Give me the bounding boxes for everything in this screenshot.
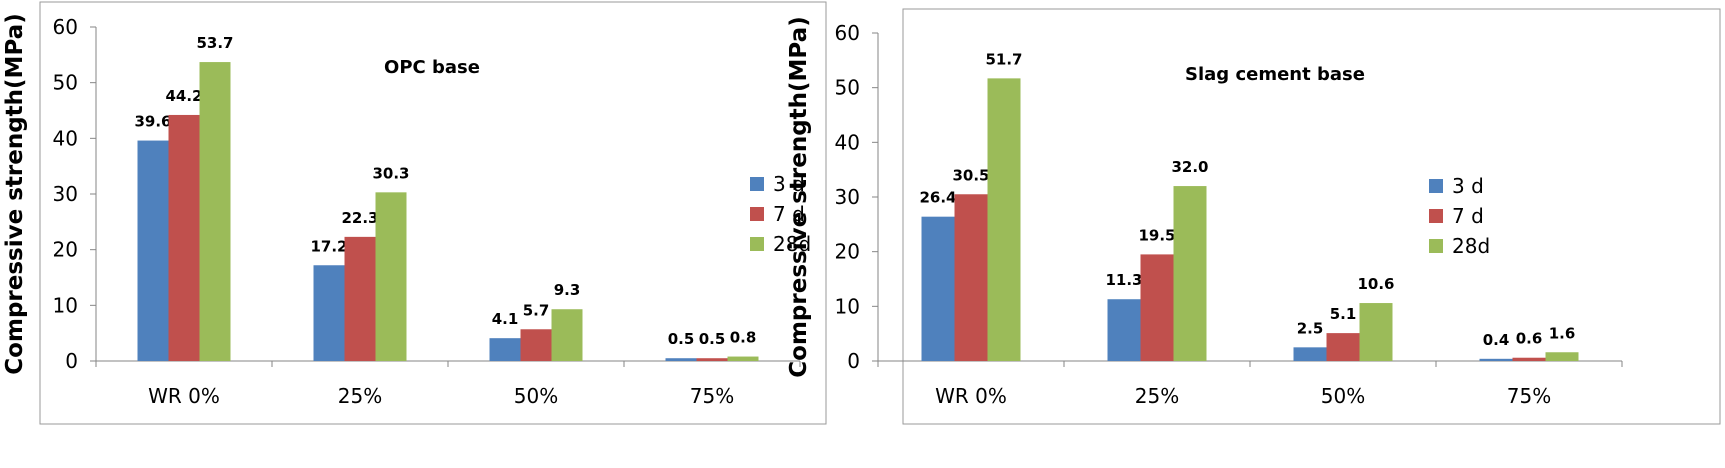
y-tick-label: 50 bbox=[53, 71, 78, 95]
data-label: 53.7 bbox=[196, 34, 233, 52]
data-label: 5.7 bbox=[523, 301, 550, 319]
data-label: 19.5 bbox=[1138, 226, 1175, 244]
y-tick-label: 20 bbox=[835, 240, 860, 264]
data-label: 0.5 bbox=[699, 330, 726, 348]
chart-title: OPC base bbox=[384, 57, 480, 78]
y-tick-label: 10 bbox=[53, 293, 78, 317]
bar bbox=[987, 78, 1021, 361]
y-tick-label: 30 bbox=[835, 185, 860, 209]
bar bbox=[137, 140, 169, 361]
y-tick-label: 20 bbox=[53, 238, 78, 262]
bar bbox=[168, 114, 200, 361]
y-tick-label: 30 bbox=[53, 182, 78, 206]
data-label: 10.6 bbox=[1357, 275, 1394, 293]
x-tick-label: 25% bbox=[1135, 384, 1179, 408]
data-label: 30.5 bbox=[952, 166, 989, 184]
data-label: 11.3 bbox=[1105, 271, 1142, 289]
legend-label: 7 d bbox=[1452, 204, 1484, 228]
x-tick-label: 50% bbox=[514, 384, 558, 408]
legend-label: 7 d bbox=[773, 202, 805, 226]
data-label: 22.3 bbox=[341, 209, 378, 227]
bar bbox=[313, 265, 345, 361]
data-label: 39.6 bbox=[134, 113, 171, 131]
data-label: 2.5 bbox=[1297, 319, 1324, 337]
data-label: 32.0 bbox=[1171, 158, 1208, 176]
data-label: 4.1 bbox=[492, 310, 519, 328]
data-label: 30.3 bbox=[372, 164, 409, 182]
bar bbox=[199, 62, 231, 361]
bar bbox=[1107, 299, 1141, 361]
x-tick-label: 75% bbox=[1507, 384, 1551, 408]
y-tick-label: 60 bbox=[53, 15, 78, 39]
x-tick-label: WR 0% bbox=[935, 384, 1007, 408]
data-label: 17.2 bbox=[310, 237, 347, 255]
legend-swatch bbox=[750, 177, 764, 191]
data-label: 0.4 bbox=[1483, 331, 1510, 349]
bar bbox=[727, 356, 759, 361]
bar bbox=[1545, 352, 1579, 361]
y-tick-label: 0 bbox=[847, 349, 860, 373]
bar bbox=[1293, 347, 1327, 361]
data-label: 0.6 bbox=[1516, 330, 1543, 348]
data-label: 5.1 bbox=[1330, 305, 1357, 323]
legend-swatch bbox=[750, 207, 764, 221]
legend-label: 3 d bbox=[1452, 174, 1484, 198]
bar bbox=[921, 216, 955, 361]
x-tick-label: 25% bbox=[338, 384, 382, 408]
bar bbox=[1140, 254, 1174, 361]
y-tick-label: 0 bbox=[65, 349, 78, 373]
bar bbox=[1326, 333, 1360, 361]
legend-label: 3 d bbox=[773, 172, 805, 196]
legend-swatch bbox=[1429, 209, 1443, 223]
legend-swatch bbox=[1429, 179, 1443, 193]
bar bbox=[1173, 186, 1207, 361]
data-label: 1.6 bbox=[1549, 324, 1576, 342]
x-tick-label: 75% bbox=[690, 384, 734, 408]
data-label: 0.8 bbox=[730, 329, 757, 347]
data-label: 26.4 bbox=[919, 189, 956, 207]
y-tick-label: 40 bbox=[53, 126, 78, 150]
chart-title: Slag cement base bbox=[1185, 64, 1365, 85]
legend-swatch bbox=[750, 237, 764, 251]
data-label: 9.3 bbox=[554, 281, 581, 299]
x-tick-label: 50% bbox=[1321, 384, 1365, 408]
legend-swatch bbox=[1429, 239, 1443, 253]
bar bbox=[344, 236, 376, 361]
y-axis-title: Compressive strength(MPa) bbox=[786, 16, 812, 377]
data-label: 51.7 bbox=[985, 50, 1022, 68]
bar bbox=[1479, 358, 1513, 361]
y-tick-label: 50 bbox=[835, 76, 860, 100]
bar bbox=[375, 192, 407, 361]
y-tick-label: 40 bbox=[835, 130, 860, 154]
y-tick-label: 60 bbox=[835, 21, 860, 45]
bar bbox=[954, 194, 988, 361]
bar bbox=[1512, 357, 1546, 361]
y-axis-title: Compressive strength(MPa) bbox=[2, 13, 28, 374]
y-tick-label: 10 bbox=[835, 294, 860, 318]
bar bbox=[520, 329, 552, 361]
bar bbox=[1359, 303, 1393, 361]
data-label: 44.2 bbox=[165, 87, 202, 105]
bar bbox=[489, 338, 521, 361]
bar bbox=[665, 358, 697, 361]
bar bbox=[696, 358, 728, 361]
x-tick-label: WR 0% bbox=[148, 384, 220, 408]
data-label: 0.5 bbox=[668, 330, 695, 348]
legend-label: 28d bbox=[1452, 234, 1490, 258]
legend-label: 28d bbox=[773, 232, 811, 256]
bar bbox=[551, 309, 583, 361]
